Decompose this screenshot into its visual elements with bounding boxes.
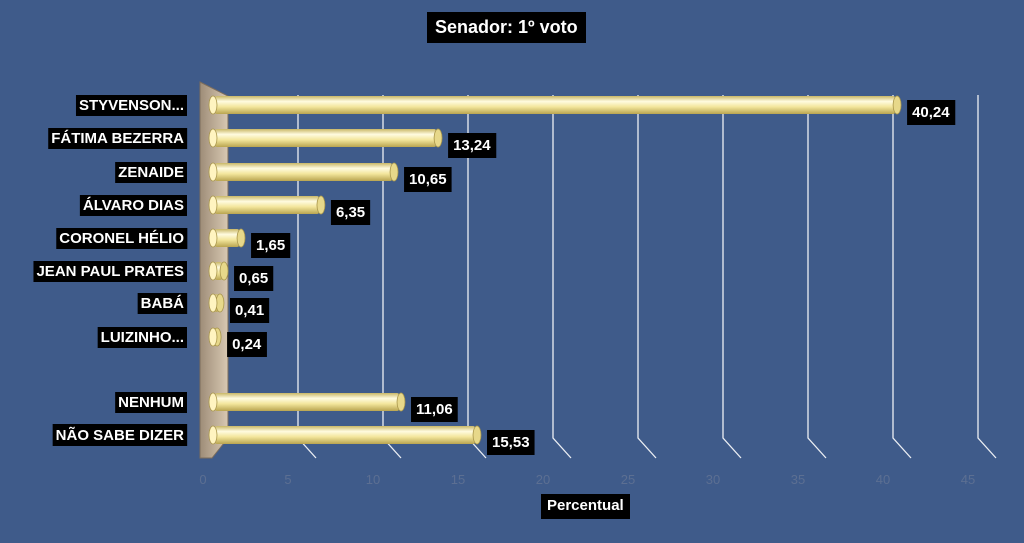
category-label: NENHUM: [118, 394, 184, 411]
value-label: 0,65: [239, 270, 268, 287]
category-label-box: [137, 293, 188, 314]
gridline: [807, 95, 827, 459]
gridline: [722, 95, 742, 459]
gridline: [637, 95, 657, 459]
value-label: 15,53: [492, 434, 530, 451]
gridline: [977, 95, 997, 459]
gridline: [892, 95, 912, 459]
bar: [208, 95, 902, 115]
value-label: 6,35: [336, 204, 365, 221]
x-tick-label: 25: [621, 472, 635, 487]
category-label-box: [56, 228, 188, 249]
value-label: 0,24: [232, 336, 262, 353]
value-label: 13,24: [453, 137, 491, 154]
category-label-box: [33, 261, 187, 282]
bar: [208, 293, 225, 313]
value-label: 40,24: [912, 104, 950, 121]
bar: [208, 261, 229, 281]
category-label-box: [52, 424, 188, 446]
category-label: JEAN PAUL PRATES: [36, 263, 184, 280]
bar: [208, 392, 406, 412]
x-tick-label: 0: [199, 472, 206, 487]
value-label-box: [404, 167, 452, 192]
value-label: 1,65: [256, 237, 285, 254]
category-label: FÁTIMA BEZERRA: [51, 130, 184, 147]
x-tick-label: 10: [366, 472, 380, 487]
bar: [208, 327, 222, 347]
x-tick-label: 45: [961, 472, 975, 487]
category-label: NÃO SABE DIZER: [56, 426, 185, 444]
category-label-box: [75, 95, 187, 116]
value-label-box: [330, 200, 371, 225]
bar: [208, 425, 482, 445]
value-label-box: [227, 332, 267, 357]
category-label: ÁLVARO DIAS: [83, 197, 184, 214]
category-label: STYVENSON...: [79, 97, 184, 114]
bar: [208, 228, 246, 248]
value-label: 10,65: [409, 171, 447, 188]
bar: [208, 195, 326, 215]
category-label-box: [115, 392, 187, 413]
bar: [208, 128, 443, 148]
bar: [208, 162, 399, 182]
gridline: [552, 95, 572, 459]
x-tick-label: 5: [284, 472, 291, 487]
chart-title: Senador: 1º voto: [427, 12, 586, 43]
value-label-box: [411, 397, 458, 422]
category-label: LUIZINHO...: [101, 329, 184, 346]
value-label: 0,41: [235, 302, 264, 319]
value-label-box: [907, 100, 956, 125]
x-tick-label: 35: [791, 472, 805, 487]
x-tick-label: 15: [451, 472, 465, 487]
value-label: 11,06: [416, 401, 453, 418]
x-tick-label: 20: [536, 472, 550, 487]
category-label-box: [79, 195, 187, 216]
category-label-box: [97, 327, 187, 348]
value-label-box: [448, 133, 497, 158]
category-label-box: [115, 162, 187, 183]
value-label-box: [234, 266, 274, 291]
x-tick-label: 40: [876, 472, 890, 487]
category-label: ZENAIDE: [118, 164, 184, 181]
value-label-box: [487, 430, 535, 455]
x-tick-label: 30: [706, 472, 720, 487]
value-label-box: [251, 233, 291, 258]
category-label: CORONEL HÉLIO: [59, 230, 184, 247]
x-axis-label: Percentual: [541, 494, 630, 519]
category-label-box: [48, 128, 188, 149]
category-label: BABÁ: [141, 295, 184, 312]
value-label-box: [229, 298, 270, 323]
